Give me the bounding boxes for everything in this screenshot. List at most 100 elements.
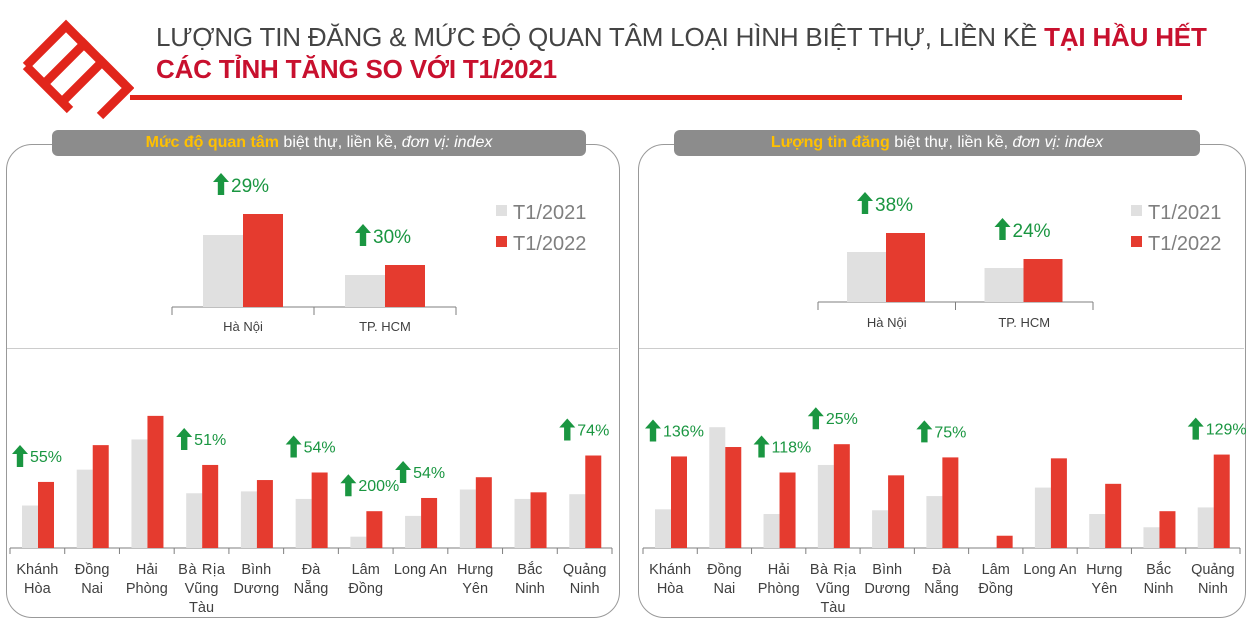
bar-long-an-t1-2022 [421,497,438,548]
bar-da-nang-t1-2022 [311,472,328,548]
title-rule [130,95,1182,100]
change-arrow-icon [645,419,661,442]
change-label-khanh-hoa: 55% [30,449,62,466]
title-line2: CÁC TỈNH TĂNG SO VỚI T1/2021 [156,54,557,84]
legend-swatch [496,236,507,247]
bar-lam-dong-t1-2022 [996,535,1013,548]
bar-tp-hcm-t1-2021 [345,275,385,307]
change-arrow-icon [176,427,193,450]
panel-label-main: biệt thự, liền kề, [278,134,402,151]
x-tick-label: TP. HCM [359,319,411,334]
change-label-long-an: 54% [413,465,445,482]
bar-hung-yen-t1-2021 [1089,514,1106,548]
change-arrow-icon [355,224,371,246]
change-arrow-icon [1187,417,1204,440]
panel-label-unit: đơn vị: index [1012,134,1104,151]
x-tick-label: Bình Dương [233,562,279,597]
title-highlight: TẠI HẦU HẾT [1044,22,1207,52]
bar-hai-phong-t1-2021 [131,439,148,548]
bar-dong-nai-t1-2021 [709,427,726,548]
x-tick-label: Hà Nội [867,315,907,330]
title-part1: LƯỢNG TIN ĐĂNG & MỨC ĐỘ QUAN TÂM LOẠI HÌ… [156,22,1038,52]
bar-ha-noi-t1-2022 [886,233,925,302]
x-tick-label: Khánh Hòa [16,562,58,597]
bar-ha-noi-t1-2021 [203,235,243,307]
bar-hung-yen-t1-2022 [1105,483,1122,548]
bar-ba-ria-vung-tau-t1-2022 [202,464,219,548]
x-tick-label: Lâm Đồng [348,562,383,597]
change-label-da-nang: 75% [934,424,966,441]
legend-swatch [1131,205,1142,216]
bar-dong-nai-t1-2022 [92,445,109,548]
bar-bac-ninh-t1-2021 [1143,527,1160,548]
bar-long-an-t1-2021 [405,515,422,548]
x-tick-label: Long An [394,562,447,578]
x-tick-label: Bình Dương [864,562,910,597]
bar-bac-ninh-t1-2021 [514,498,531,548]
panel-label-listings: Lượng tin đăng biệt thự, liền kề, đơn vị… [674,130,1200,156]
bar-quang-ninh-t1-2021 [569,494,586,548]
x-tick-label: Hải Phòng [758,562,800,597]
change-arrow-icon [994,218,1011,240]
panel-label-main: biệt thự, liền kề, [889,134,1013,151]
panel-label-interest: Mức độ quan tâm biệt thự, liền kề, đơn v… [52,130,586,156]
x-tick-label: Hà Nội [223,319,263,334]
change-label-quang-ninh: 129% [1206,422,1247,439]
x-tick-label: Đà Nẵng [294,562,329,597]
x-tick-label: Hưng Yên [457,562,493,597]
x-tick-label: Bắc Ninh [515,561,545,597]
panel-label-unit: đơn vị: index [401,134,493,151]
change-label-ba-ria-vung-tau: 51% [194,432,226,449]
x-tick-label: Bà Rịa Vũng Tàu [810,562,857,616]
bar-ba-ria-vung-tau-t1-2021 [817,464,834,548]
bar-ha-noi-t1-2021 [847,252,886,302]
x-tick-label: Lâm Đồng [978,562,1013,597]
bar-hai-phong-t1-2021 [763,514,780,548]
bar-long-an-t1-2021 [1034,487,1051,548]
change-label-ha-noi: 29% [231,176,269,197]
change-label-hai-phong: 118% [772,440,812,457]
bar-lam-dong-t1-2021 [350,536,367,548]
bar-binh-duong-t1-2021 [872,510,889,548]
change-arrow-icon [12,444,28,467]
legend-label: T1/2021 [1148,202,1221,224]
x-tick-label: Hưng Yên [1086,562,1122,597]
bar-tp-hcm-t1-2021 [984,268,1024,302]
panel-label-accent: Lượng tin đăng [770,134,890,151]
change-arrow-icon [807,407,824,430]
panel-divider-right [639,348,1244,349]
x-tick-label: Quảng Ninh [1191,562,1235,597]
bar-hai-phong-t1-2022 [147,415,164,548]
brand-logo [22,19,134,120]
change-arrow-icon [340,474,357,497]
change-arrow-icon [395,460,412,483]
bar-binh-duong-t1-2022 [888,475,905,548]
bar-da-nang-t1-2022 [942,457,959,548]
bar-lam-dong-t1-2022 [366,511,383,548]
legend-label: T1/2022 [1148,233,1221,255]
legend-swatch [496,205,507,216]
bar-long-an-t1-2022 [1050,458,1067,548]
bar-ha-noi-t1-2022 [243,214,283,307]
bar-tp-hcm-t1-2022 [1023,259,1063,302]
change-arrow-icon [857,192,873,214]
x-tick-label: Quảng Ninh [563,562,607,597]
x-tick-label: TP. HCM [998,315,1050,330]
x-tick-label: Khánh Hòa [649,562,691,597]
x-tick-label: Đồng Nai [75,562,110,597]
bar-da-nang-t1-2021 [926,496,943,548]
panel-divider-left [7,348,618,349]
legend-label: T1/2022 [513,233,586,255]
bar-binh-duong-t1-2021 [240,491,257,548]
change-label-ha-noi: 38% [875,195,913,216]
bar-da-nang-t1-2021 [295,498,312,548]
bar-dong-nai-t1-2022 [725,447,742,548]
page-title: LƯỢNG TIN ĐĂNG & MỨC ĐỘ QUAN TÂM LOẠI HÌ… [156,21,1248,85]
x-tick-label: Hải Phòng [126,562,168,597]
change-label-tp-hcm: 30% [373,227,411,248]
bar-quang-ninh-t1-2021 [1197,507,1214,548]
x-tick-label: Bà Rịa Vũng Tàu [178,562,226,616]
change-arrow-icon [753,435,770,458]
change-label-tp-hcm: 24% [1013,221,1051,242]
